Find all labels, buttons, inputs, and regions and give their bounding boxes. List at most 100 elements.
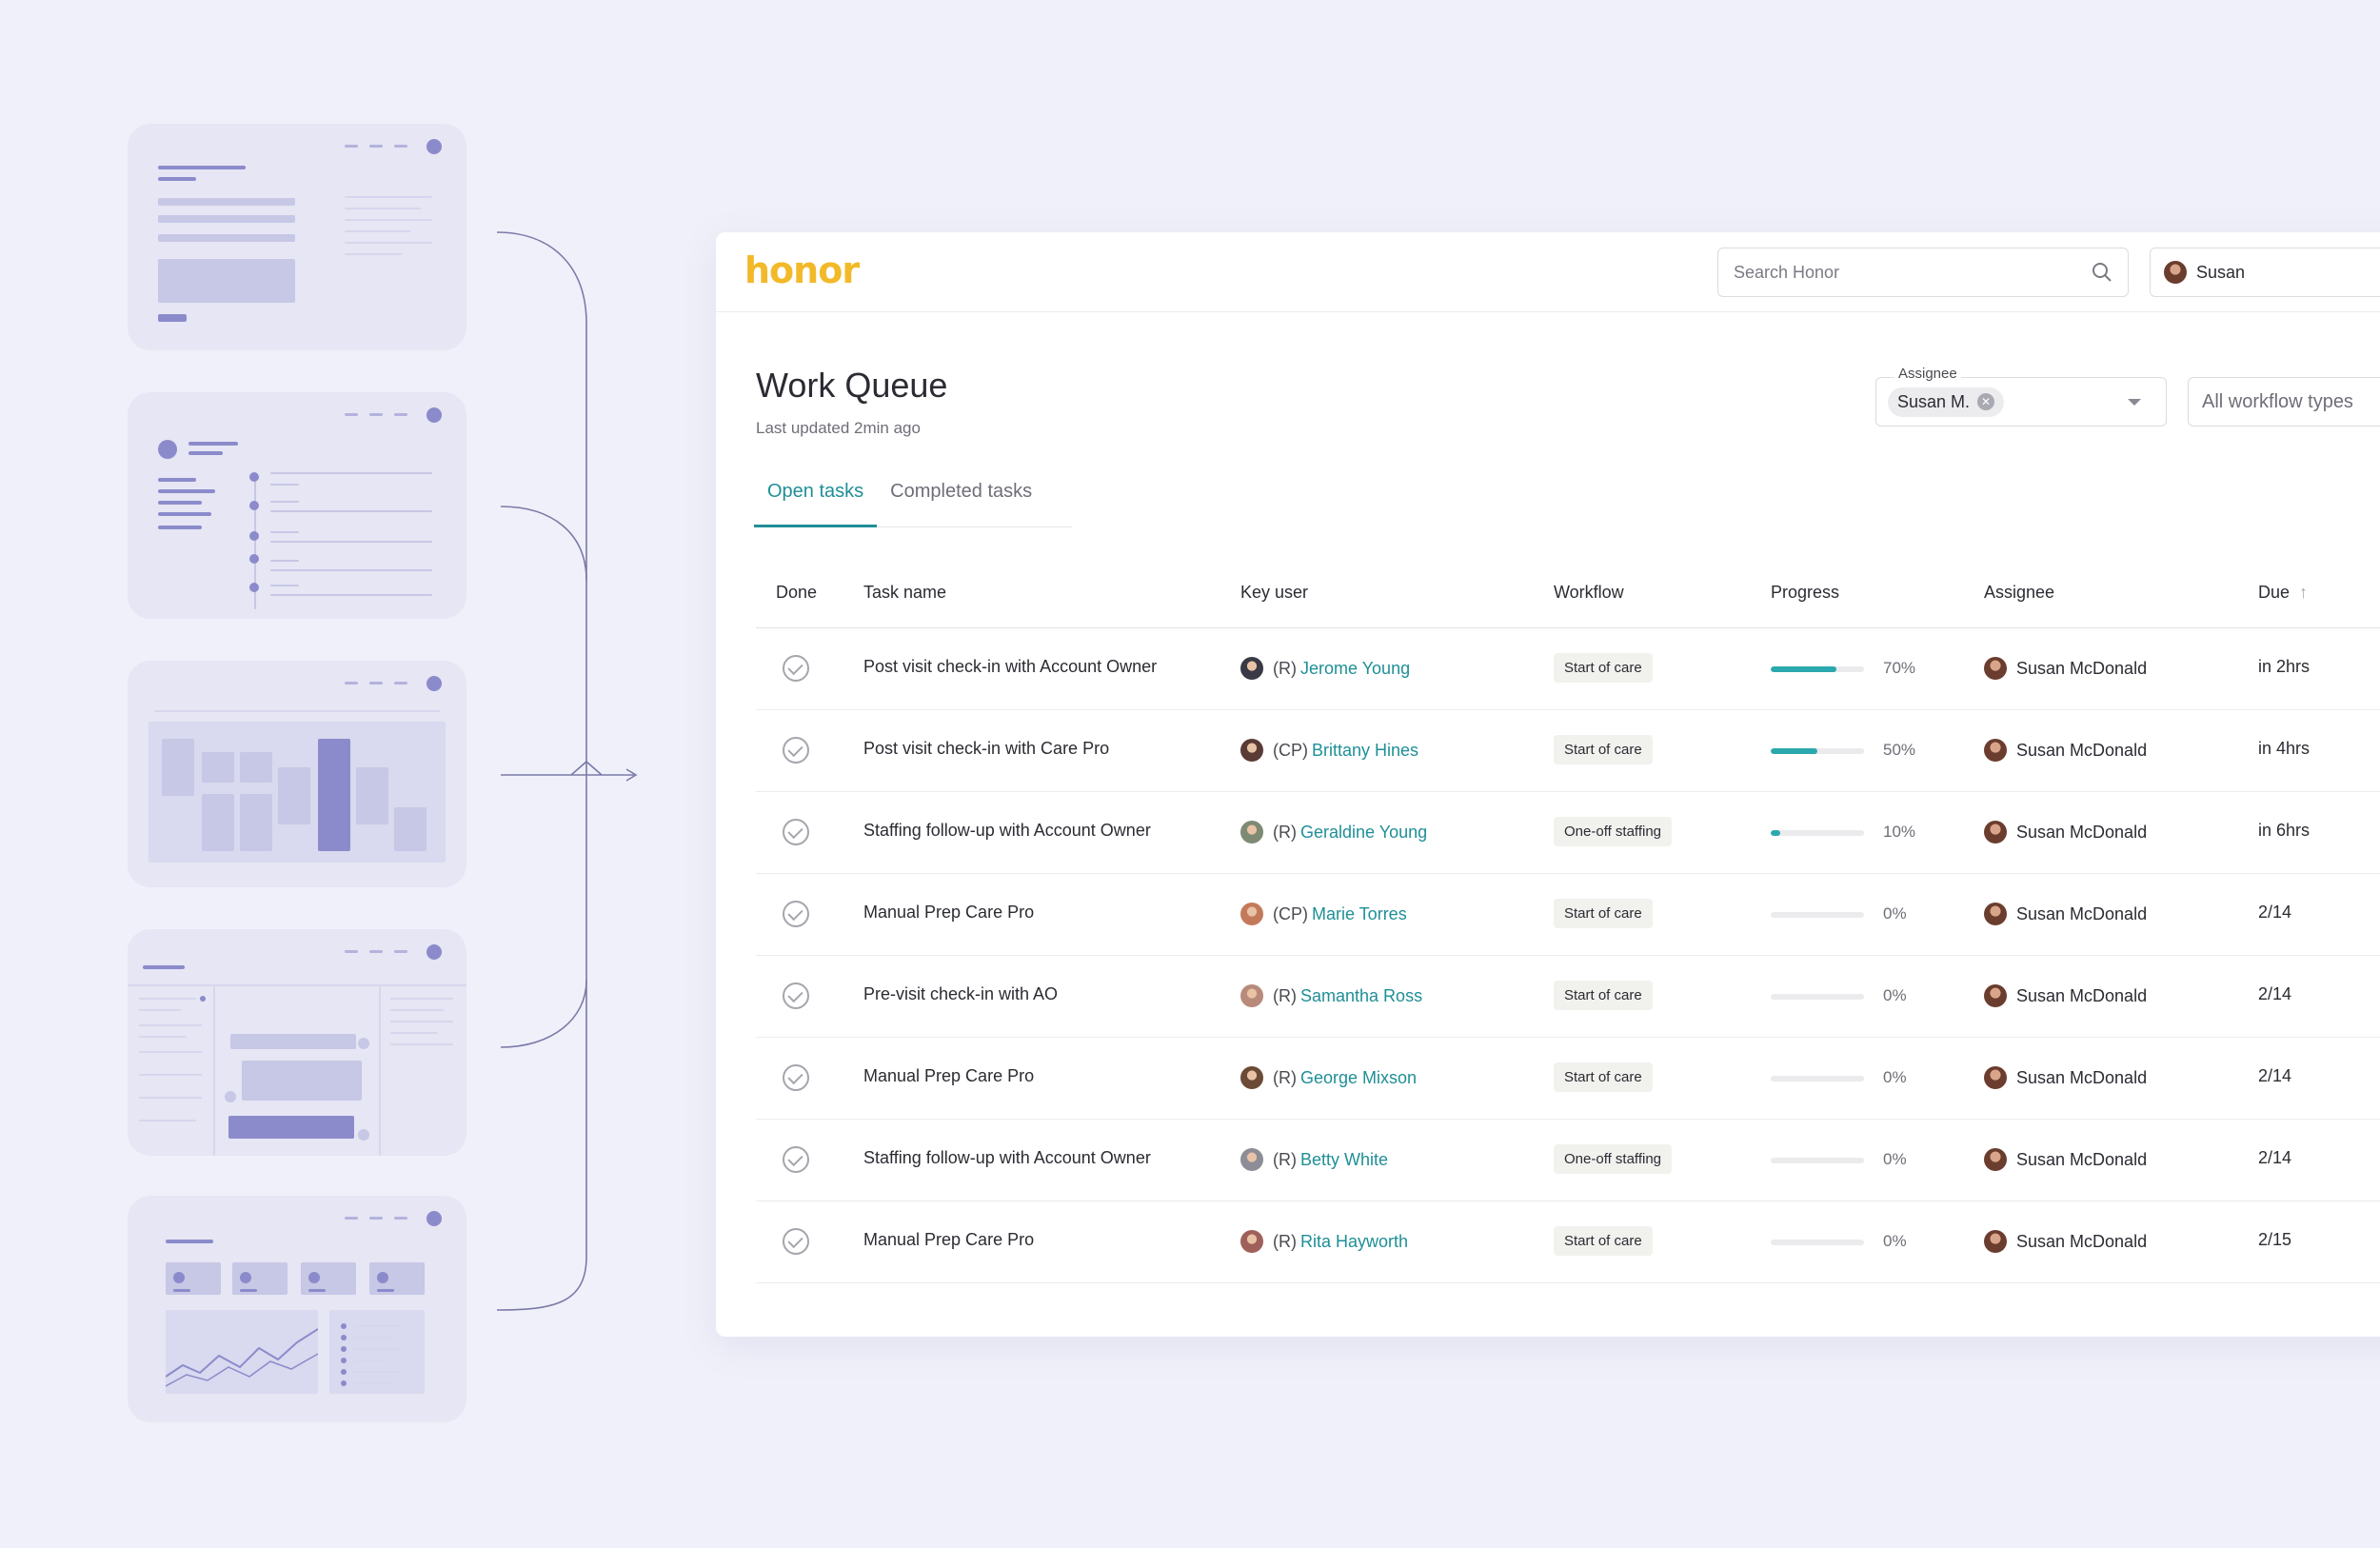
column-assignee[interactable]: Assignee xyxy=(1984,583,2055,602)
key-user-avatar xyxy=(1240,1066,1263,1089)
key-user-role: (R) xyxy=(1273,1067,1297,1087)
key-user-cell: (CP) Brittany Hines xyxy=(1240,739,1418,762)
task-name[interactable]: Staffing follow-up with Account Owner xyxy=(863,821,1151,840)
key-user-role: (R) xyxy=(1273,822,1297,842)
line-sparkline xyxy=(166,1328,318,1387)
table-row[interactable]: Pre-visit check-in with AO (R) Samantha … xyxy=(756,956,2380,1038)
assignee-name: Susan McDonald xyxy=(2016,985,2148,1005)
search-box[interactable] xyxy=(1717,248,2129,297)
workflow-badge: Start of care xyxy=(1554,1226,1653,1256)
workflow-badge: Start of care xyxy=(1554,899,1653,928)
remove-chip-icon[interactable]: ✕ xyxy=(1977,393,1995,410)
chevron-down-icon[interactable] xyxy=(2128,399,2141,406)
thumbnail-document xyxy=(128,124,466,350)
assignee-avatar xyxy=(1984,657,2007,680)
assignee-name: Susan McDonald xyxy=(2016,1067,2148,1087)
table-row[interactable]: Manual Prep Care Pro (CP) Marie Torres S… xyxy=(756,874,2380,956)
key-user-link[interactable]: Geraldine Young xyxy=(1300,822,1428,842)
workflow-type-filter[interactable]: All workflow types xyxy=(2188,377,2380,427)
user-avatar xyxy=(2164,261,2187,284)
progress-bar xyxy=(1771,1076,1864,1082)
sort-up-arrow-icon[interactable]: ↑ xyxy=(2299,583,2309,602)
key-user-role: (R) xyxy=(1273,658,1297,678)
assignee-filter[interactable]: Susan M. ✕ xyxy=(1875,377,2167,427)
progress-bar xyxy=(1771,912,1864,918)
assignee-cell: Susan McDonald xyxy=(1984,1148,2147,1171)
tab-completed-tasks[interactable]: Completed tasks xyxy=(890,481,1033,502)
assignee-chip[interactable]: Susan M. ✕ xyxy=(1888,387,2005,417)
key-user-role: (R) xyxy=(1273,1231,1297,1251)
column-due[interactable]: Due ↑ xyxy=(2258,583,2308,603)
assignee-avatar xyxy=(1984,1230,2007,1253)
done-checkbox-icon[interactable] xyxy=(783,1228,809,1255)
key-user-link[interactable]: Marie Torres xyxy=(1312,903,1407,923)
progress-bar xyxy=(1771,748,1864,754)
key-user-avatar xyxy=(1240,984,1263,1007)
honor-logo[interactable]: honor xyxy=(744,249,860,291)
done-checkbox-icon[interactable] xyxy=(783,1064,809,1091)
key-user-link[interactable]: Betty White xyxy=(1300,1149,1389,1169)
key-user-cell: (R) Jerome Young xyxy=(1240,657,1410,680)
key-user-cell: (R) Rita Hayworth xyxy=(1240,1230,1408,1253)
tab-open-tasks[interactable]: Open tasks xyxy=(754,470,878,527)
assignee-name: Susan McDonald xyxy=(2016,1149,2148,1169)
done-checkbox-icon[interactable] xyxy=(783,655,809,682)
done-checkbox-icon[interactable] xyxy=(783,982,809,1009)
due-date: 2/14 xyxy=(2258,984,2292,1003)
workflow-badge: Start of care xyxy=(1554,981,1653,1010)
task-name[interactable]: Pre-visit check-in with AO xyxy=(863,984,1059,1003)
progress-bar-fill xyxy=(1771,830,1780,836)
column-workflow[interactable]: Workflow xyxy=(1554,583,1624,602)
thumbnail-timeline xyxy=(128,392,466,619)
done-checkbox-icon[interactable] xyxy=(783,901,809,927)
task-name[interactable]: Manual Prep Care Pro xyxy=(863,1230,1035,1249)
due-date: in 2hrs xyxy=(2258,657,2311,676)
assignee-cell: Susan McDonald xyxy=(1984,739,2147,762)
column-done[interactable]: Done xyxy=(776,583,818,602)
progress-percent: 0% xyxy=(1883,904,1907,923)
task-name[interactable]: Staffing follow-up with Account Owner xyxy=(863,1148,1151,1167)
key-user-link[interactable]: Jerome Young xyxy=(1300,658,1411,678)
table-row[interactable]: Post visit check-in with Account Owner (… xyxy=(756,628,2380,710)
progress-bar-fill xyxy=(1771,666,1836,672)
thumbnail-chat-layout xyxy=(128,929,466,1156)
due-date: in 6hrs xyxy=(2258,821,2311,840)
assignee-avatar xyxy=(1984,903,2007,925)
done-checkbox-icon[interactable] xyxy=(783,1146,809,1173)
column-task-name[interactable]: Task name xyxy=(863,583,947,602)
key-user-avatar xyxy=(1240,657,1263,680)
search-icon[interactable] xyxy=(2092,262,2112,283)
key-user-link[interactable]: Samantha Ross xyxy=(1300,985,1423,1005)
task-name[interactable]: Post visit check-in with Account Owner xyxy=(863,657,1158,676)
key-user-link[interactable]: Rita Hayworth xyxy=(1300,1231,1409,1251)
progress-bar xyxy=(1771,666,1864,672)
task-name[interactable]: Manual Prep Care Pro xyxy=(863,1066,1035,1085)
progress-percent: 0% xyxy=(1883,1068,1907,1086)
search-input[interactable] xyxy=(1734,262,2092,283)
table-row[interactable]: Manual Prep Care Pro (R) George Mixson S… xyxy=(756,1038,2380,1120)
key-user-link[interactable]: Brittany Hines xyxy=(1312,740,1419,760)
user-menu[interactable]: Susan xyxy=(2150,248,2380,297)
app-window: honor Susan Work Queue Last updated 2min… xyxy=(716,232,2380,1337)
table-row[interactable]: Staffing follow-up with Account Owner (R… xyxy=(756,1120,2380,1201)
done-checkbox-icon[interactable] xyxy=(783,737,809,764)
column-key-user[interactable]: Key user xyxy=(1240,583,1309,602)
progress-bar xyxy=(1771,1240,1864,1245)
connector-bracket xyxy=(496,231,638,1311)
task-name[interactable]: Post visit check-in with Care Pro xyxy=(863,739,1110,758)
column-due-label: Due xyxy=(2258,583,2291,602)
table-row[interactable]: Manual Prep Care Pro (R) Rita Hayworth S… xyxy=(756,1201,2380,1283)
assignee-avatar xyxy=(1984,739,2007,762)
progress-percent: 0% xyxy=(1883,1150,1907,1168)
column-progress[interactable]: Progress xyxy=(1771,583,1840,602)
assignee-avatar xyxy=(1984,1066,2007,1089)
table-row[interactable]: Staffing follow-up with Account Owner (R… xyxy=(756,792,2380,874)
key-user-cell: (CP) Marie Torres xyxy=(1240,903,1407,925)
progress-percent: 0% xyxy=(1883,1232,1907,1250)
task-name[interactable]: Manual Prep Care Pro xyxy=(863,903,1035,922)
table-row[interactable]: Post visit check-in with Care Pro (CP) B… xyxy=(756,710,2380,792)
task-table: Done Task name Key user Workflow Progres… xyxy=(756,556,2380,1283)
done-checkbox-icon[interactable] xyxy=(783,819,809,845)
progress-percent: 50% xyxy=(1883,741,1916,759)
key-user-link[interactable]: George Mixson xyxy=(1300,1067,1418,1087)
